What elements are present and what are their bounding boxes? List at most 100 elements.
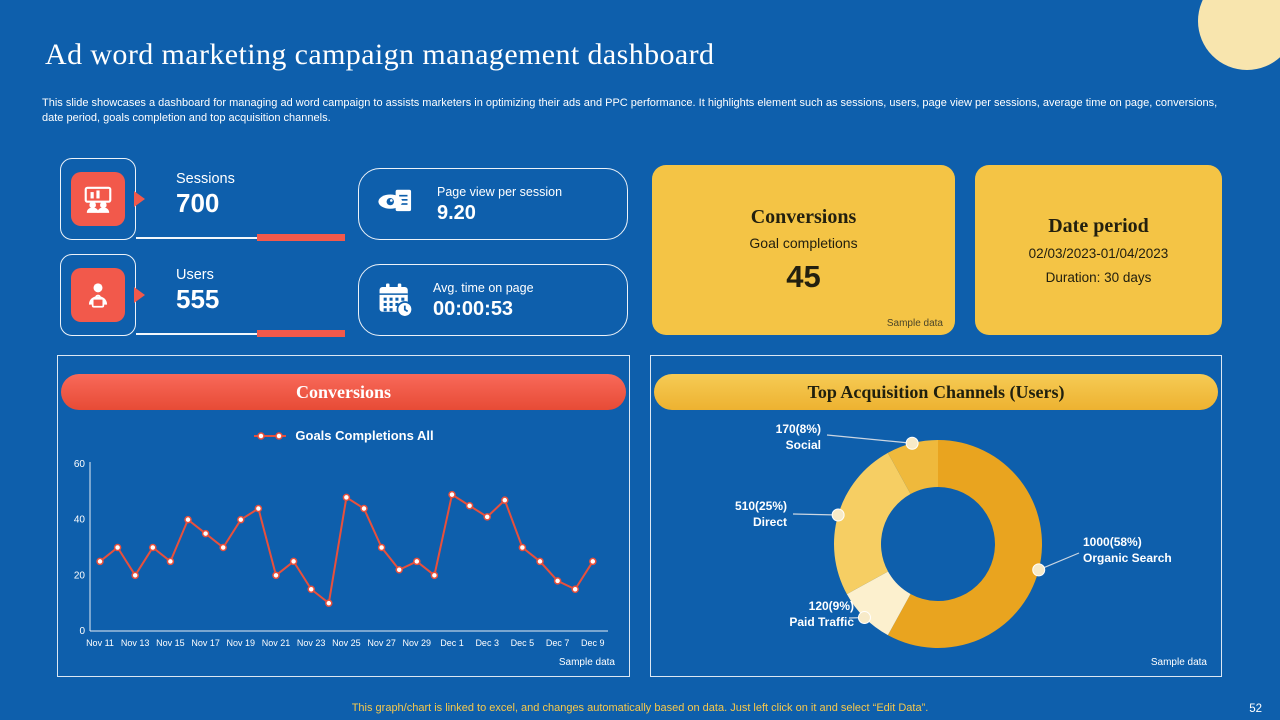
- goals-line-chart[interactable]: 0 20 40 60 Nov 11 Nov 13 Nov 15 Nov 17 Nov 19 Nov…: [70, 454, 626, 664]
- footer-note: This graph/chart is linked to excel, and…: [351, 702, 929, 714]
- avg-time-texts: Avg. time on page 00:00:53: [433, 281, 534, 319]
- data-point-marker: [465, 502, 474, 510]
- users-underline-accent: [257, 330, 345, 337]
- page-number: 52: [1249, 703, 1262, 715]
- donut-segment-organic-search: [887, 440, 1042, 648]
- users-label: Users: [176, 267, 214, 283]
- users-icon: [88, 283, 108, 308]
- avg-time-value: 00:00:53: [433, 298, 514, 320]
- data-point-marker: [536, 557, 544, 566]
- avg-time-card: Avg. time on page 00:00:53: [358, 264, 628, 336]
- data-point-marker: [113, 543, 122, 552]
- data-point-marker: [589, 557, 597, 566]
- leader-line: [1038, 552, 1080, 571]
- x-tick-label: Dec 3: [475, 638, 499, 648]
- x-tick-label: Nov 21: [262, 638, 291, 648]
- conversions-panel-header: Conversions: [61, 374, 626, 410]
- donut-segment-paid-traffic: [846, 571, 911, 636]
- donut-segment-direct: [834, 452, 911, 595]
- data-point-marker: [166, 557, 175, 566]
- sessions-icon: [84, 186, 112, 213]
- slide-description: This slide showcases a dashboard for man…: [42, 97, 1218, 125]
- calendar-clock-icon: [379, 283, 414, 318]
- data-point-marker: [325, 599, 333, 607]
- conversions-card-subtitle: Goal completions: [749, 234, 858, 251]
- leader-marker: [905, 436, 919, 450]
- sample-data-tag: Sample data: [1150, 657, 1207, 668]
- data-point-marker: [413, 557, 421, 566]
- sessions-kpi: Sessions 700: [176, 171, 235, 216]
- arrow-right-icon: [134, 287, 145, 303]
- users-underline: [136, 330, 345, 337]
- page-title: Ad word marketing campaign management da…: [45, 38, 715, 71]
- data-point-marker: [518, 543, 527, 552]
- sessions-underline: [136, 234, 345, 241]
- data-point-marker: [360, 504, 368, 513]
- corner-decoration-circle: [1198, 0, 1280, 70]
- y-tick-label: 0: [79, 626, 85, 637]
- data-point-marker: [571, 585, 579, 593]
- page-view-label: Page view per session: [437, 185, 563, 199]
- paid-traffic-name: Paid Traffic: [789, 614, 854, 629]
- users-value: 555: [176, 284, 220, 314]
- x-tick-label: Nov 11: [86, 638, 114, 648]
- acquisition-channels-panel: Top Acquisition Channels (Users) 170(8%)…: [650, 355, 1222, 677]
- donut-chart[interactable]: [651, 356, 1223, 678]
- data-point-marker: [272, 571, 280, 580]
- page-view-texts: Page view per session 9.20: [437, 185, 562, 223]
- acquisition-panel-title: Top Acquisition Channels (Users): [807, 381, 1065, 402]
- data-point-marker: [149, 543, 157, 552]
- data-point-marker: [553, 577, 562, 585]
- leader-marker: [831, 508, 845, 522]
- users-kpi: Users 555: [176, 267, 219, 312]
- arrow-right-icon: [134, 191, 145, 207]
- social-value: 170(8%): [775, 422, 821, 436]
- paid-traffic-value: 120(9%): [808, 599, 854, 613]
- acquisition-panel-header: Top Acquisition Channels (Users): [654, 374, 1218, 410]
- social-name: Social: [785, 437, 821, 452]
- data-point-marker: [131, 571, 139, 580]
- x-tick-label: Dec 7: [546, 638, 570, 648]
- conversions-card-value: 45: [786, 258, 821, 294]
- sessions-icon-tile: [71, 172, 125, 226]
- x-tick-label: Nov 23: [297, 638, 326, 648]
- data-point-marker: [254, 504, 263, 513]
- sample-data-tag: Sample data: [886, 318, 943, 329]
- organic-search-value: 1000(58%): [1083, 535, 1142, 549]
- x-tick-label: Nov 15: [156, 638, 185, 648]
- data-point-marker: [377, 543, 386, 552]
- donut-label-paid-traffic: 120(9%) Paid Traffic: [789, 599, 854, 630]
- sessions-underline-accent: [257, 234, 345, 241]
- donut-segment-social: [887, 440, 938, 495]
- sessions-label: Sessions: [176, 171, 235, 187]
- x-tick-label: Nov 19: [227, 638, 256, 648]
- data-point-marker: [448, 490, 456, 499]
- conversions-panel-title: Conversions: [295, 381, 391, 402]
- data-point-marker: [342, 493, 351, 502]
- conversions-card-title: Conversions: [750, 205, 857, 228]
- data-point-marker: [289, 557, 298, 566]
- data-point-marker: [395, 566, 403, 574]
- avg-time-label: Avg. time on page: [433, 281, 534, 295]
- data-point-marker: [483, 513, 491, 521]
- conversions-chart-panel: Conversions Goals Completions All 0 20 40 6…: [57, 355, 630, 677]
- sessions-value: 700: [176, 188, 220, 218]
- x-tick-label: Nov 13: [121, 638, 150, 648]
- organic-search-name: Organic Search: [1083, 550, 1172, 565]
- x-tick-label: Dec 5: [511, 638, 535, 648]
- page-view-value: 9.20: [437, 202, 476, 224]
- date-period-duration: Duration: 30 days: [1045, 270, 1152, 285]
- sessions-kpi-box: [60, 158, 136, 240]
- x-tick-label: Nov 29: [403, 638, 432, 648]
- y-tick-label: 40: [74, 515, 86, 526]
- donut-label-direct: 510(25%) Direct: [735, 499, 787, 530]
- donut-label-organic-search: 1000(58%) Organic Search: [1083, 535, 1172, 566]
- donut-label-social: 170(8%) Social: [776, 422, 821, 453]
- y-tick-label: 20: [74, 570, 86, 581]
- x-tick-label: Nov 27: [367, 638, 396, 648]
- data-point-marker: [237, 515, 245, 524]
- conversions-card: Conversions Goal completions 45 Sample d…: [652, 165, 955, 335]
- date-period-card: Date period 02/03/2023-01/04/2023 Durati…: [975, 165, 1222, 335]
- data-point-marker: [201, 529, 210, 538]
